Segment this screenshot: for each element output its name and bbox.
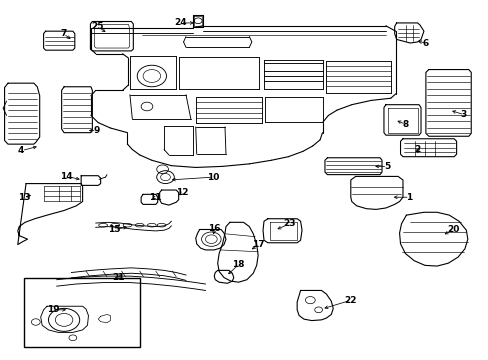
Text: 14: 14 (60, 172, 73, 181)
Text: 17: 17 (251, 240, 264, 249)
Text: 5: 5 (383, 162, 389, 171)
Text: 15: 15 (107, 225, 120, 234)
Text: 18: 18 (232, 260, 244, 269)
Text: 25: 25 (91, 22, 103, 31)
Text: 10: 10 (206, 173, 219, 182)
Text: 6: 6 (422, 39, 428, 48)
Text: 13: 13 (18, 193, 30, 202)
Text: 12: 12 (176, 188, 188, 197)
Text: 23: 23 (283, 219, 295, 228)
Text: 8: 8 (402, 120, 407, 129)
Text: 3: 3 (460, 110, 466, 119)
Text: 19: 19 (47, 305, 60, 314)
Text: 24: 24 (173, 18, 186, 27)
Text: 21: 21 (112, 273, 125, 282)
Text: 4: 4 (18, 146, 24, 155)
Text: 7: 7 (60, 29, 66, 38)
Text: 16: 16 (207, 224, 220, 233)
Text: 2: 2 (414, 145, 420, 154)
Text: 22: 22 (344, 296, 356, 305)
Text: 20: 20 (446, 225, 458, 234)
Text: 9: 9 (93, 126, 99, 135)
Text: 1: 1 (406, 193, 411, 202)
Bar (24, 278, 140, 347)
Text: 11: 11 (149, 193, 162, 202)
